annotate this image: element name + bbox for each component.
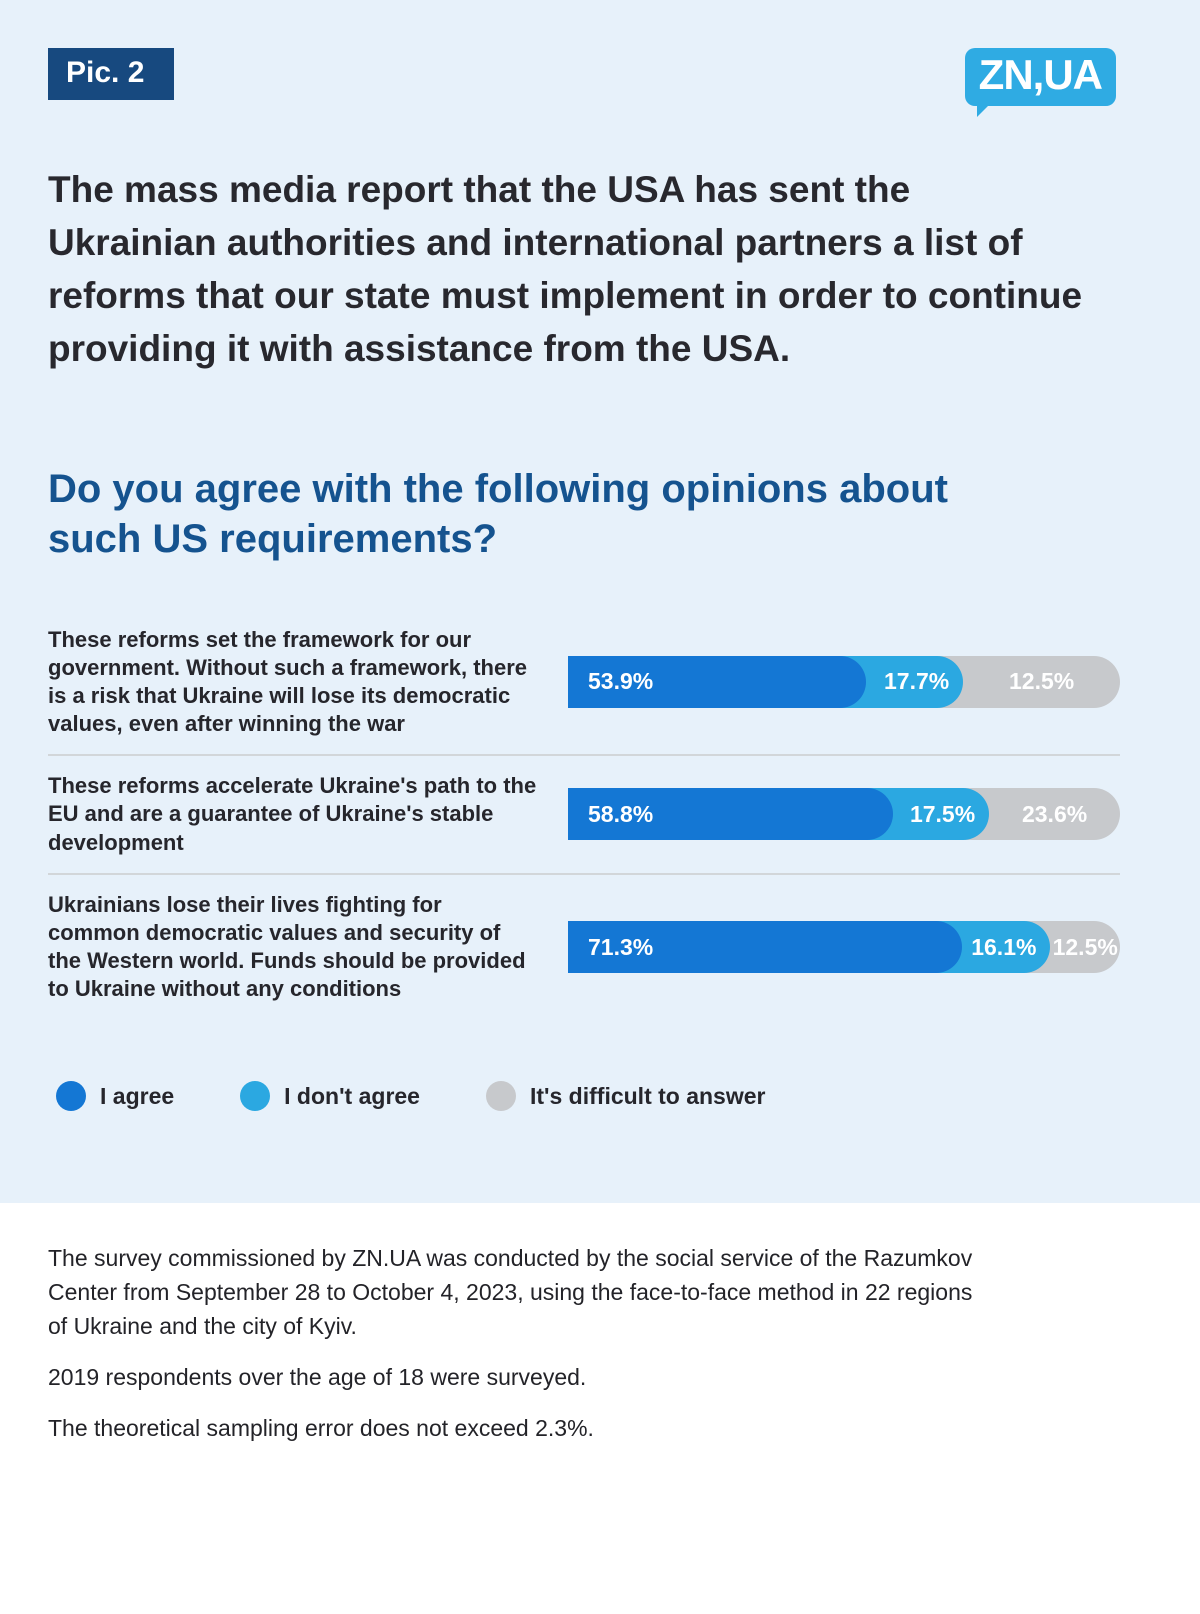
value-label-dont-agree: 17.7% <box>884 668 950 695</box>
segment-agree <box>568 921 962 974</box>
intro-heading: The mass media report that the USA has s… <box>48 169 1083 369</box>
value-label-agree: 53.9% <box>588 668 654 695</box>
methodology-footer: The survey commissioned by ZN.UA was con… <box>0 1203 1200 1526</box>
survey-rows: These reforms set the framework for our … <box>48 610 1152 1020</box>
survey-row: These reforms accelerate Ukraine's path … <box>48 754 1120 872</box>
stacked-bar: 71.3% 16.1% 12.5% <box>568 921 1120 974</box>
footer-note-respondents: 2019 respondents over the age of 18 were… <box>48 1364 587 1391</box>
segment-agree <box>568 655 866 708</box>
row-statement-label: These reforms set the framework for our … <box>48 626 527 737</box>
picture-number-badge: Pic. 2 <box>48 48 175 100</box>
infographic-panel: Pic. 2 ZN,UA The mass media report that … <box>0 0 1200 1204</box>
legend-item: I agree <box>56 1081 175 1112</box>
legend-label: I don't agree <box>284 1082 420 1109</box>
row-statement-label: Ukrainians lose their lives fighting for… <box>48 891 526 1002</box>
value-label-dont-agree: 17.5% <box>909 800 976 827</box>
value-label-dont-agree: 16.1% <box>971 933 1037 960</box>
row-statement-label: These reforms accelerate Ukraine's path … <box>48 773 537 855</box>
survey-question: Do you agree with the following opinions… <box>48 466 948 561</box>
value-label-difficult: 12.5% <box>1008 668 1075 695</box>
legend-color-dot <box>240 1081 271 1112</box>
stacked-bar: 58.8% 17.5% 23.6% <box>568 788 1120 841</box>
survey-row: Ukrainians lose their lives fighting for… <box>48 872 1120 1020</box>
chart-legend: I agree I don't agree It's difficult to an… <box>48 1081 1152 1112</box>
legend-color-dot <box>56 1081 86 1112</box>
legend-label: It's difficult to answer <box>529 1082 766 1109</box>
legend-item: I don't agree <box>240 1081 420 1112</box>
value-label-difficult: 23.6% <box>1021 800 1088 827</box>
legend-item: It's difficult to answer <box>485 1081 766 1112</box>
stacked-bar: 53.9% 17.7% 12.5% <box>568 655 1120 708</box>
legend-color-dot <box>485 1081 516 1112</box>
footer-note-method: The survey commissioned by ZN.UA was con… <box>48 1245 973 1340</box>
segment-agree <box>568 788 893 841</box>
value-label-agree: 71.3% <box>588 933 654 960</box>
footer-note-error: The theoretical sampling error does not … <box>48 1415 594 1442</box>
survey-row: These reforms set the framework for our … <box>48 610 1120 755</box>
value-label-difficult: 12.5% <box>1052 933 1118 960</box>
znua-logo: ZN,UA <box>964 48 1116 117</box>
legend-label: I agree <box>100 1082 175 1109</box>
value-label-agree: 58.8% <box>588 800 654 827</box>
top-bar: Pic. 2 ZN,UA <box>48 48 1152 117</box>
